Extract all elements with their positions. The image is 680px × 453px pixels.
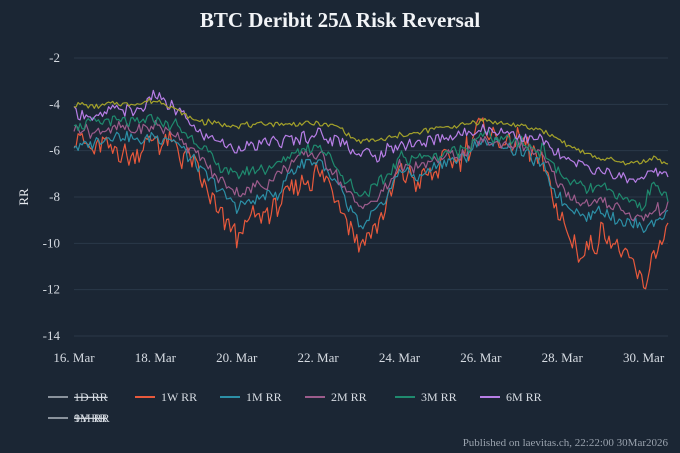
legend-item-1m-rr[interactable]: 1M RR xyxy=(220,390,282,404)
x-tick-label: 18. Mar xyxy=(135,350,177,365)
chart-title: BTC Deribit 25Δ Risk Reversal xyxy=(200,8,480,32)
legend-label: 1Y RR xyxy=(74,411,107,425)
legend-label: 1M RR xyxy=(246,390,282,404)
y-tick-label: -4 xyxy=(49,96,60,111)
x-axis: 16. Mar 18. Mar 20. Mar 22. Mar 24. Mar 26. M… xyxy=(53,350,664,365)
series-line-1m-rr xyxy=(73,130,669,233)
legend-label: 2M RR xyxy=(331,390,367,404)
legend-label: 1D RR xyxy=(74,390,108,404)
legend-item-2m-rr[interactable]: 2M RR xyxy=(305,390,367,404)
legend-item-1w-rr[interactable]: 1W RR xyxy=(135,390,197,404)
legend-item-1y-rr[interactable]: 1Y RR xyxy=(48,411,107,425)
x-tick-label: 24. Mar xyxy=(379,350,421,365)
y-tick-label: -6 xyxy=(49,143,60,158)
y-tick-label: -10 xyxy=(43,235,60,250)
legend-item-1d-rr[interactable]: 1D RR xyxy=(48,390,108,404)
grid xyxy=(74,57,668,337)
legend-label: 3M RR xyxy=(421,390,457,404)
series-line-9m-rr xyxy=(73,97,669,166)
y-tick-label: -8 xyxy=(49,189,60,204)
legend-label: 1W RR xyxy=(161,390,197,404)
legend-item-3m-rr[interactable]: 3M RR xyxy=(395,390,457,404)
publish-footer: Published on laevitas.ch, 22:22:00 30Mar… xyxy=(463,437,669,449)
series-line-3m-rr xyxy=(73,113,669,212)
y-axis: -2 -4 -6 -8 -10 -12 -14 xyxy=(43,50,61,343)
x-tick-label: 26. Mar xyxy=(460,350,502,365)
y-axis-label: RR xyxy=(16,188,31,206)
x-tick-label: 22. Mar xyxy=(298,350,340,365)
y-tick-label: -14 xyxy=(43,328,61,343)
y-tick-label: -2 xyxy=(49,50,60,65)
series-lines xyxy=(73,89,669,290)
legend-label: 9M RR xyxy=(74,411,110,425)
y-tick-label: -12 xyxy=(43,282,60,297)
series-line-2m-rr xyxy=(73,119,669,222)
x-tick-label: 28. Mar xyxy=(542,350,584,365)
legend-item-6m-rr[interactable]: 6M RR xyxy=(480,390,542,404)
x-tick-label: 16. Mar xyxy=(53,350,95,365)
x-tick-label: 30. Mar xyxy=(623,350,665,365)
series-line-6m-rr xyxy=(73,89,669,184)
legend-label: 6M RR xyxy=(506,390,542,404)
x-tick-label: 20. Mar xyxy=(216,350,258,365)
